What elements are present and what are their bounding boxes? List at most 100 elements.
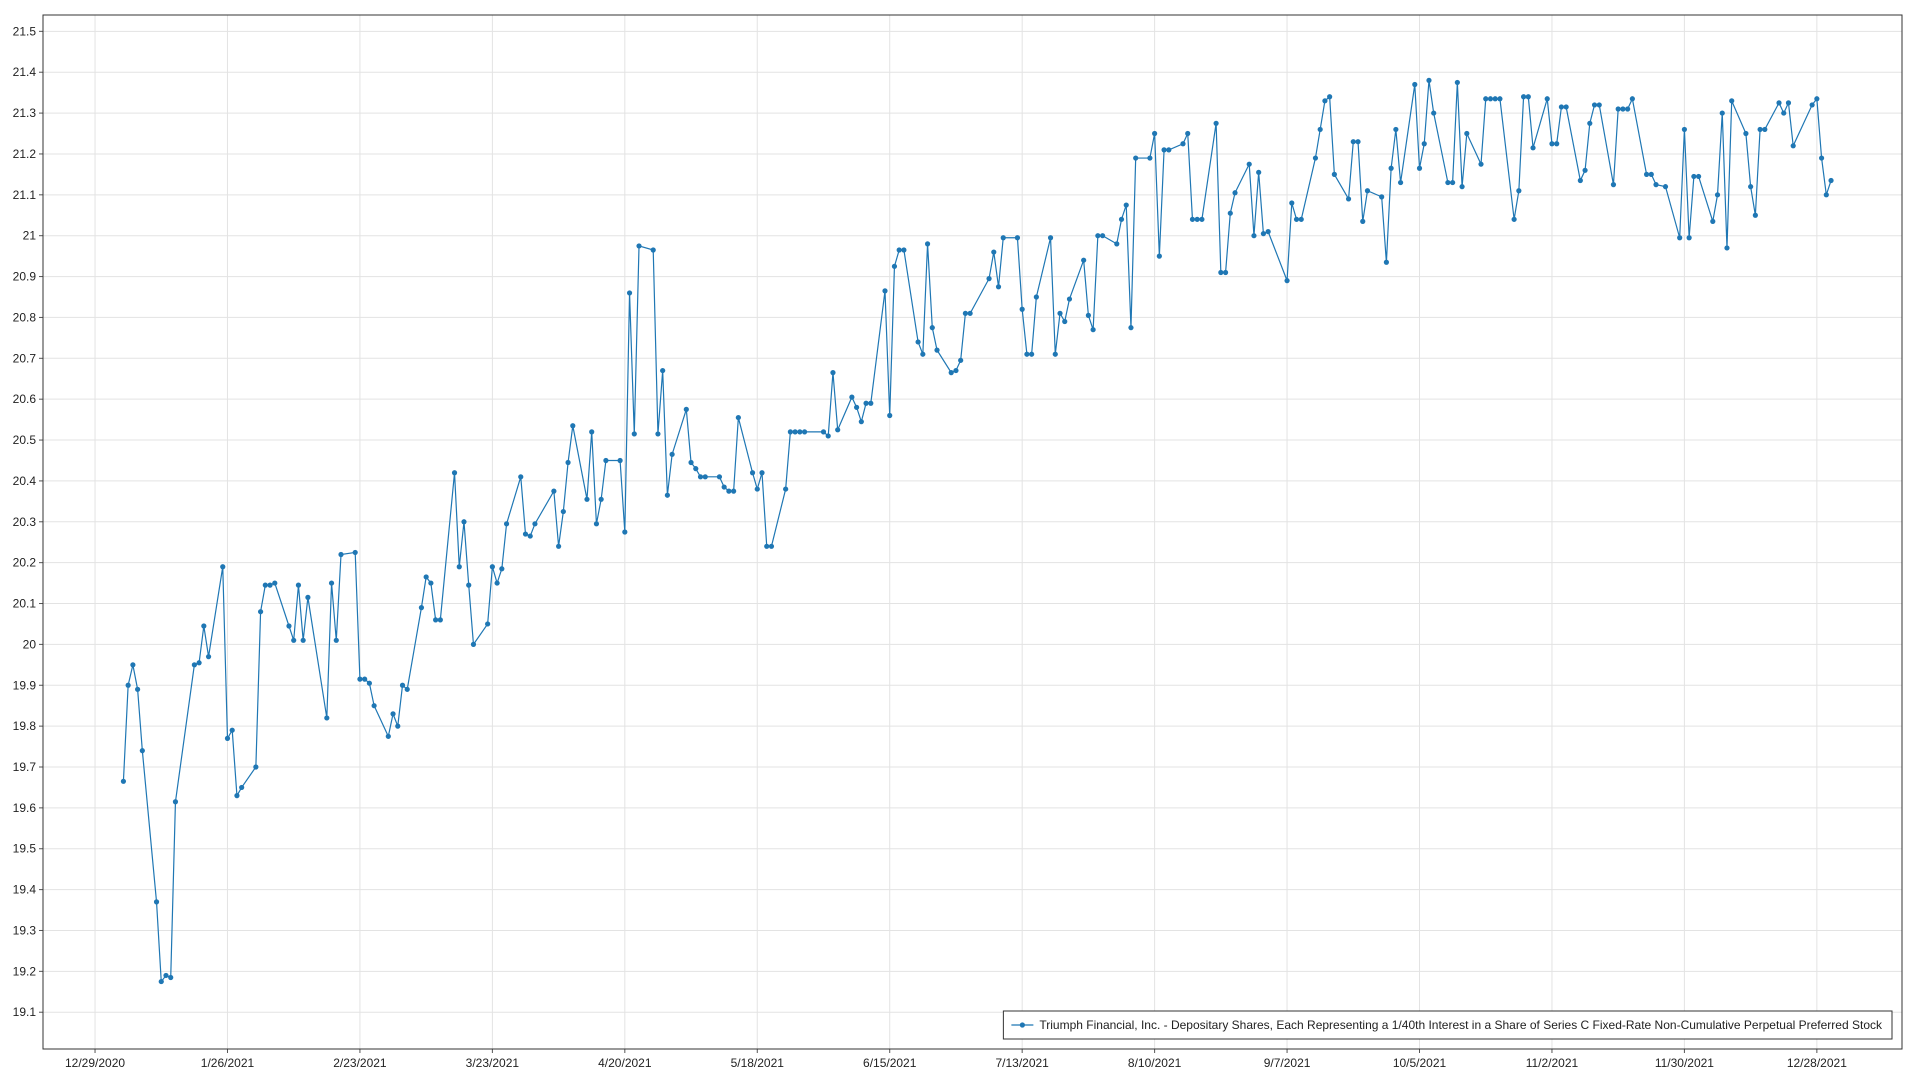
y-tick-label: 21.3 <box>13 106 37 120</box>
data-point <box>1743 130 1749 137</box>
data-point <box>451 470 458 476</box>
data-point <box>768 543 775 549</box>
plot-frame <box>42 14 1903 1050</box>
data-point <box>1814 96 1820 102</box>
data-point <box>485 621 491 627</box>
data-point <box>1695 173 1702 180</box>
data-point <box>1554 141 1560 147</box>
y-tick-label: 21.1 <box>13 188 37 202</box>
data-point <box>551 488 557 494</box>
data-point <box>229 727 235 733</box>
data-point <box>688 459 694 466</box>
y-tick-label: 20.6 <box>13 392 37 406</box>
data-point <box>801 429 808 435</box>
data-point <box>1483 96 1489 102</box>
data-point <box>433 617 439 623</box>
data-point <box>1133 155 1139 161</box>
data-point <box>1426 77 1432 83</box>
data-point <box>1492 96 1498 102</box>
y-tick-label: 19.2 <box>13 964 37 978</box>
data-point <box>863 400 869 406</box>
data-point <box>693 466 699 472</box>
data-point <box>1388 165 1394 171</box>
data-point <box>1445 179 1451 186</box>
data-point <box>1662 184 1669 190</box>
data-point <box>366 680 372 686</box>
data-point <box>622 529 628 535</box>
data-point <box>1823 192 1829 198</box>
x-tick-label: 6/15/2021 <box>863 1056 917 1070</box>
data-point <box>1785 100 1792 106</box>
data-point <box>1095 233 1101 239</box>
y-tick-label: 21.2 <box>13 147 37 161</box>
data-point <box>518 474 524 480</box>
data-point <box>1620 106 1626 112</box>
data-point <box>404 686 410 692</box>
data-point <box>1563 104 1569 110</box>
data-point <box>1327 94 1333 100</box>
data-point <box>1265 229 1271 235</box>
data-point <box>882 288 888 294</box>
data-point <box>305 594 311 600</box>
data-point <box>1052 351 1058 357</box>
data-point <box>158 978 164 985</box>
data-point <box>1331 171 1337 177</box>
y-tick-label: 21 <box>23 229 37 243</box>
data-point <box>1615 106 1621 112</box>
x-tick-label: 1/26/2021 <box>201 1056 255 1070</box>
data-point <box>224 735 231 741</box>
data-point <box>1156 253 1162 259</box>
data-point <box>390 711 396 717</box>
data-point <box>1776 100 1782 106</box>
x-tick-label: 12/29/2020 <box>65 1056 125 1070</box>
data-point <box>924 241 931 247</box>
y-tick-label: 20.8 <box>13 310 37 324</box>
data-point <box>1014 235 1021 241</box>
data-point <box>1643 171 1650 177</box>
data-point <box>1194 216 1200 222</box>
data-point <box>1293 216 1300 222</box>
y-tick-label: 19.6 <box>13 801 37 815</box>
data-point <box>196 660 202 666</box>
data-point <box>395 723 401 729</box>
data-point <box>754 486 760 492</box>
data-point <box>130 662 136 668</box>
data-point <box>1289 200 1295 206</box>
data-point <box>896 247 902 253</box>
data-point <box>1752 212 1758 218</box>
data-point <box>461 519 467 525</box>
data-point <box>825 433 831 439</box>
y-tick-label: 20.9 <box>13 270 37 284</box>
data-point <box>1487 96 1494 102</box>
data-point <box>1189 216 1196 222</box>
data-point <box>1099 233 1106 239</box>
data-point <box>503 521 510 527</box>
data-point <box>1762 126 1768 133</box>
data-point <box>168 974 174 981</box>
data-point <box>560 508 566 515</box>
data-point <box>1818 155 1825 161</box>
data-point <box>570 423 576 429</box>
data-point <box>1047 235 1054 241</box>
data-point <box>1180 141 1186 147</box>
data-point <box>967 310 973 316</box>
data-point <box>163 972 169 979</box>
data-point <box>565 459 571 466</box>
legend-label: Triumph Financial, Inc. - Depositary Sha… <box>1039 1018 1883 1032</box>
data-point <box>1516 188 1522 194</box>
data-point <box>1166 147 1172 153</box>
x-tick-label: 8/10/2021 <box>1128 1056 1182 1070</box>
series-line <box>122 80 1832 984</box>
data-point <box>835 427 841 433</box>
data-point <box>267 582 273 588</box>
data-point <box>1530 145 1536 151</box>
data-point <box>1591 102 1598 108</box>
data-point <box>991 249 997 255</box>
data-point <box>1345 196 1352 202</box>
data-point <box>338 551 344 558</box>
data-point <box>1147 155 1153 161</box>
data-point <box>1222 269 1229 276</box>
data-point <box>239 784 245 791</box>
data-point <box>201 623 207 629</box>
data-point <box>1350 139 1356 145</box>
